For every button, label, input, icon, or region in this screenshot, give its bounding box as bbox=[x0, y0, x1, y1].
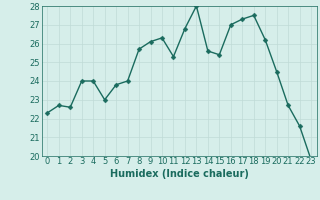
X-axis label: Humidex (Indice chaleur): Humidex (Indice chaleur) bbox=[110, 169, 249, 179]
